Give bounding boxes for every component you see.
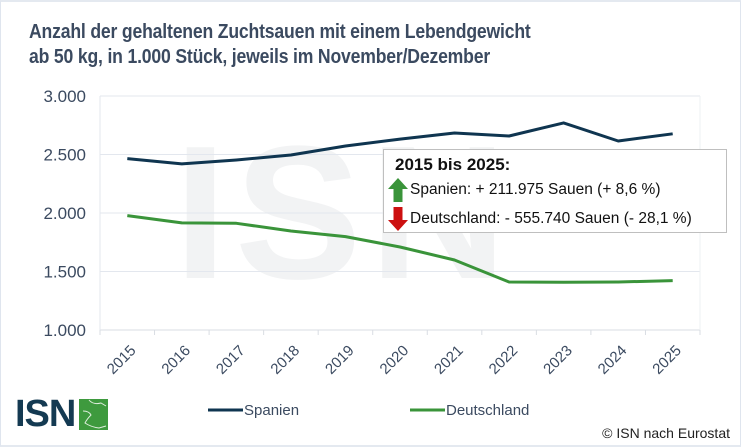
y-axis-ticks: 1.000 1.500 2.000 2.500 3.000 bbox=[43, 87, 86, 340]
y-tick-label: 2.000 bbox=[43, 204, 86, 223]
x-tick-label: 2017 bbox=[213, 342, 249, 378]
annotation-row-spanien: Spanien: + 211.975 Sauen (+ 8,6 %) bbox=[388, 178, 660, 202]
chart-title-line2: ab 50 kg, in 1.000 Stück, jeweils im Nov… bbox=[29, 46, 491, 68]
y-tick-label: 1.000 bbox=[43, 321, 86, 340]
source-credit: © ISN nach Eurostat bbox=[602, 425, 730, 441]
x-tick-label: 2018 bbox=[267, 342, 303, 378]
x-tick-label: 2025 bbox=[649, 342, 685, 378]
annotation-row-deutschland: Deutschland: - 555.740 Sauen (- 28,1 %) bbox=[388, 207, 692, 231]
annotation-box: 2015 bis 2025: Spanien: + 211.975 Sauen … bbox=[383, 149, 727, 233]
x-tick-label: 2024 bbox=[595, 342, 631, 378]
x-tick-label: 2023 bbox=[540, 342, 576, 378]
legend: Spanien Deutschland bbox=[208, 402, 529, 419]
legend-label-deutschland: Deutschland bbox=[446, 402, 529, 419]
annotation-title: 2015 bis 2025: bbox=[395, 155, 511, 174]
series-line-deutschland bbox=[127, 214, 673, 284]
isn-logo: ISN bbox=[15, 393, 109, 435]
y-tick-label: 2.500 bbox=[43, 146, 86, 165]
annotation-text-spanien: Spanien: + 211.975 Sauen (+ 8,6 %) bbox=[410, 181, 661, 198]
series-lines bbox=[127, 121, 673, 284]
y-tick-label: 1.500 bbox=[43, 263, 86, 282]
arrow-up-icon bbox=[388, 178, 408, 202]
logo-map-icon bbox=[79, 398, 109, 430]
x-tick-label: 2019 bbox=[322, 342, 358, 378]
y-tick-label: 3.000 bbox=[43, 87, 86, 106]
x-axis: 2015 2016 2017 2018 2019 2020 2021 2022 2023 2024… bbox=[99, 330, 701, 378]
arrow-down-icon bbox=[388, 207, 408, 231]
series-line-spanien bbox=[127, 121, 673, 166]
x-tick-label: 2021 bbox=[431, 342, 467, 378]
x-tick-label: 2022 bbox=[486, 342, 522, 378]
x-tick-label: 2020 bbox=[377, 342, 413, 378]
chart-title: Anzahl der gehaltenen Zuchtsauen mit ein… bbox=[29, 20, 531, 70]
annotation-text-deutschland: Deutschland: - 555.740 Sauen (- 28,1 %) bbox=[410, 210, 692, 227]
x-tick-label: 2015 bbox=[104, 342, 140, 378]
x-tick-label: 2016 bbox=[158, 342, 194, 378]
legend-label-spanien: Spanien bbox=[244, 402, 299, 419]
chart-title-line1: Anzahl der gehaltenen Zuchtsauen mit ein… bbox=[29, 21, 531, 43]
logo-text: ISN bbox=[15, 393, 76, 435]
